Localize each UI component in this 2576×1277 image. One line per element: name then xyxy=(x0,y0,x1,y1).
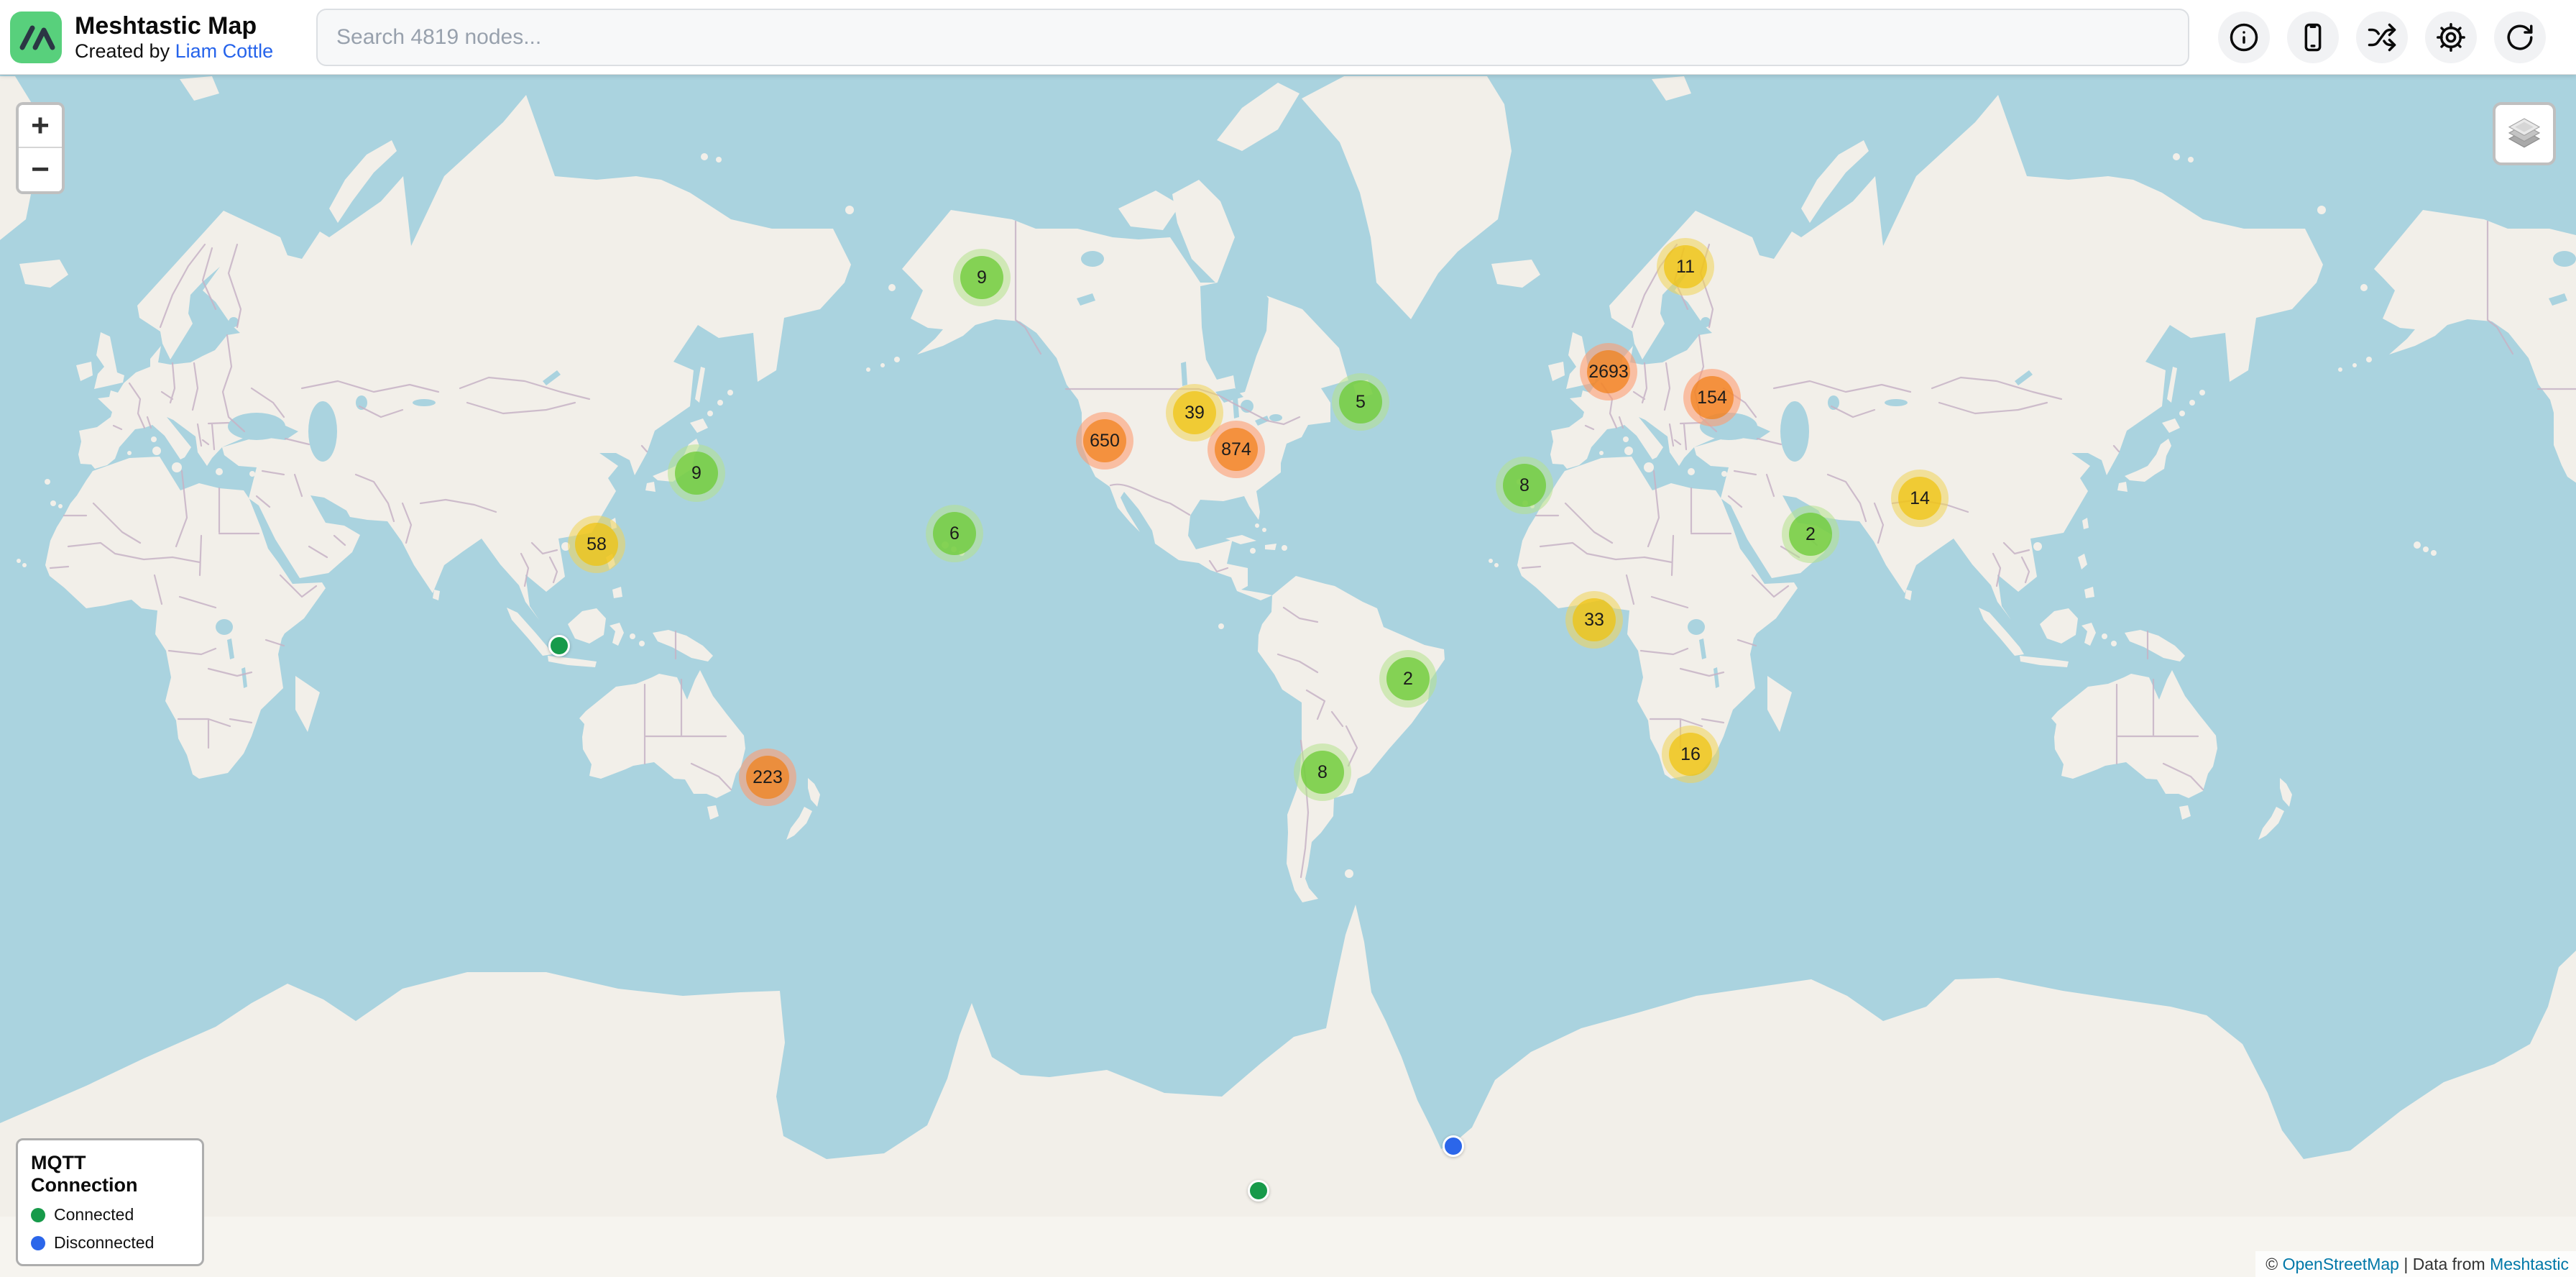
cluster-marker[interactable]: 6 xyxy=(926,505,983,562)
author-link[interactable]: Liam Cottle xyxy=(175,40,274,62)
disconnected-dot-icon xyxy=(31,1235,45,1250)
page-subtitle: Created by Liam Cottle xyxy=(75,40,290,63)
attribution-separator: | Data from xyxy=(2398,1254,2490,1273)
gear-icon xyxy=(2437,22,2465,52)
refresh-icon xyxy=(2507,24,2533,50)
cluster-marker[interactable]: 2 xyxy=(1379,650,1437,708)
smartphone-icon xyxy=(2304,23,2322,51)
cluster-marker[interactable]: 154 xyxy=(1683,369,1741,426)
refresh-button[interactable] xyxy=(2494,11,2546,63)
node-marker-disconnected[interactable] xyxy=(1443,1135,1464,1157)
antarctica xyxy=(0,905,2576,1277)
cluster-marker[interactable]: 5 xyxy=(1332,373,1389,431)
legend-item-disconnected: Disconnected xyxy=(31,1233,189,1253)
cluster-marker[interactable]: 9 xyxy=(668,444,725,502)
app-header: Meshtastic Map Created by Liam Cottle xyxy=(0,0,2576,75)
connected-dot-icon xyxy=(31,1207,45,1222)
meshtastic-logo-icon xyxy=(10,11,62,63)
cluster-marker[interactable]: 16 xyxy=(1662,726,1719,783)
cluster-marker[interactable]: 14 xyxy=(1891,470,1949,527)
settings-button[interactable] xyxy=(2425,11,2477,63)
node-marker-connected[interactable] xyxy=(1248,1180,1269,1202)
mqtt-legend: MQTT Connection Connected Disconnected xyxy=(16,1138,204,1266)
zoom-out-button[interactable]: − xyxy=(19,148,62,191)
node-marker-connected[interactable] xyxy=(548,635,570,656)
cluster-marker[interactable]: 8 xyxy=(1294,743,1351,801)
info-icon xyxy=(2230,23,2258,51)
map-attribution: © OpenStreetMap | Data from Meshtastic xyxy=(2255,1251,2576,1277)
cluster-marker[interactable]: 8 xyxy=(1496,457,1553,514)
cluster-marker[interactable]: 2 xyxy=(1782,505,1839,563)
legend-title: MQTT Connection xyxy=(31,1152,138,1196)
cluster-marker[interactable]: 58 xyxy=(568,516,625,573)
shuffle-icon xyxy=(2368,23,2396,51)
ice-shading xyxy=(0,1217,2576,1277)
osm-link[interactable]: OpenStreetMap xyxy=(2282,1254,2399,1273)
zoom-in-button[interactable]: + xyxy=(19,105,62,148)
cluster-marker[interactable]: 11 xyxy=(1657,238,1714,296)
search-input[interactable] xyxy=(316,8,2189,66)
cluster-marker[interactable]: 2693 xyxy=(1580,343,1637,401)
mobile-app-button[interactable] xyxy=(2287,11,2339,63)
copyright-text: © xyxy=(2266,1254,2283,1273)
info-button[interactable] xyxy=(2218,11,2270,63)
zoom-control: + − xyxy=(16,102,65,194)
cluster-marker[interactable]: 874 xyxy=(1208,421,1265,478)
cluster-marker[interactable]: 223 xyxy=(739,749,796,806)
cluster-marker[interactable]: 9 xyxy=(953,249,1011,306)
cluster-marker[interactable]: 33 xyxy=(1565,591,1623,649)
page-title: Meshtastic Map xyxy=(75,12,257,40)
layers-button[interactable] xyxy=(2493,102,2556,165)
cluster-marker[interactable]: 650 xyxy=(1076,412,1133,470)
legend-item-connected: Connected xyxy=(31,1205,189,1225)
random-node-button[interactable] xyxy=(2356,11,2408,63)
created-by-text: Created by xyxy=(75,40,175,62)
meshtastic-link[interactable]: Meshtastic xyxy=(2490,1254,2569,1273)
layers-icon xyxy=(2508,118,2541,148)
